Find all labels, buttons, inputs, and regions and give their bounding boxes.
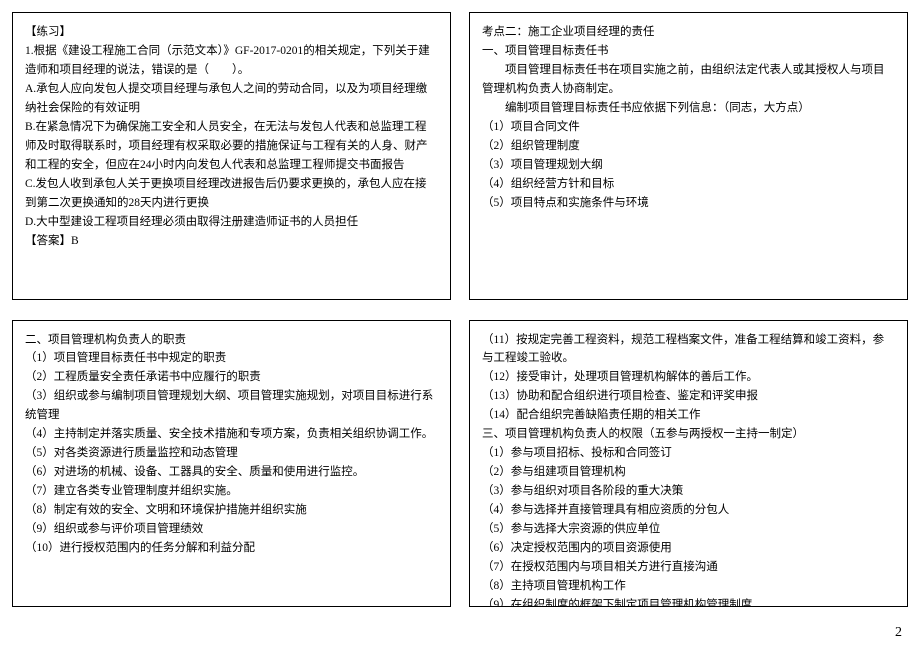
text-line: 二、项目管理机构负责人的职责 xyxy=(25,331,438,350)
text-line: 三、项目管理机构负责人的权限（五参与两授权一主持一制定） xyxy=(482,425,895,444)
text-line: （6）对进场的机械、设备、工器具的安全、质量和使用进行监控。 xyxy=(25,463,438,482)
document-grid: 【练习】 1.根据《建设工程施工合同（示范文本）》GF-2017-0201的相关… xyxy=(12,12,908,607)
text-line: （5）对各类资源进行质量监控和动态管理 xyxy=(25,444,438,463)
text-line: （4）组织经营方针和目标 xyxy=(482,175,895,194)
text-line: C.发包人收到承包人关于更换项目经理改进报告后仍要求更换的，承包人应在接到第二次… xyxy=(25,175,438,213)
text-line: A.承包人应向发包人提交项目经理与承包人之间的劳动合同，以及为项目经理缴纳社会保… xyxy=(25,80,438,118)
text-line: （12）接受审计，处理项目管理机构解体的善后工作。 xyxy=(482,368,895,387)
text-line: 【练习】 xyxy=(25,23,438,42)
text-line: （3）组织或参与编制项目管理规划大纲、项目管理实施规划，对项目目标进行系统管理 xyxy=(25,387,438,425)
panel-top-right: 考点二：施工企业项目经理的责任 一、项目管理目标责任书 项目管理目标责任书在项目… xyxy=(469,12,908,300)
text-line: （8）主持项目管理机构工作 xyxy=(482,577,895,596)
text-line: （6）决定授权范围内的项目资源使用 xyxy=(482,539,895,558)
text-line: （2）参与组建项目管理机构 xyxy=(482,463,895,482)
text-line: D.大中型建设工程项目经理必须由取得注册建造师证书的人员担任 xyxy=(25,213,438,232)
text-line: （2）工程质量安全责任承诺书中应履行的职责 xyxy=(25,368,438,387)
text-line: （9）组织或参与评价项目管理绩效 xyxy=(25,520,438,539)
text-line: （1）参与项目招标、投标和合同签订 xyxy=(482,444,895,463)
text-line: 编制项目管理目标责任书应依据下列信息：（同志，大方点） xyxy=(482,99,895,118)
panel-bottom-right: （11）按规定完善工程资料，规范工程档案文件，准备工程结算和竣工资料，参与工程竣… xyxy=(469,320,908,608)
text-line: （11）按规定完善工程资料，规范工程档案文件，准备工程结算和竣工资料，参与工程竣… xyxy=(482,331,895,369)
text-line: （7）在授权范围内与项目相关方进行直接沟通 xyxy=(482,558,895,577)
text-line: （14）配合组织完善缺陷责任期的相关工作 xyxy=(482,406,895,425)
text-line: （9）在组织制度的框架下制定项目管理机构管理制度 xyxy=(482,596,895,607)
panel-top-left: 【练习】 1.根据《建设工程施工合同（示范文本）》GF-2017-0201的相关… xyxy=(12,12,451,300)
text-line: （5）项目特点和实施条件与环境 xyxy=(482,194,895,213)
text-line: （4）参与选择并直接管理具有相应资质的分包人 xyxy=(482,501,895,520)
text-line: （13）协助和配合组织进行项目检查、鉴定和评奖申报 xyxy=(482,387,895,406)
text-line: 1.根据《建设工程施工合同（示范文本）》GF-2017-0201的相关规定，下列… xyxy=(25,42,438,80)
text-line: 一、项目管理目标责任书 xyxy=(482,42,895,61)
panel-bottom-left: 二、项目管理机构负责人的职责 （1）项目管理目标责任书中规定的职责 （2）工程质… xyxy=(12,320,451,608)
text-line: B.在紧急情况下为确保施工安全和人员安全，在无法与发包人代表和总监理工程师及时取… xyxy=(25,118,438,175)
page-number: 2 xyxy=(895,625,902,641)
text-line: （1）项目合同文件 xyxy=(482,118,895,137)
text-line: （4）主持制定并落实质量、安全技术措施和专项方案，负责相关组织协调工作。 xyxy=(25,425,438,444)
text-line: （3）参与组织对项目各阶段的重大决策 xyxy=(482,482,895,501)
text-line: （5）参与选择大宗资源的供应单位 xyxy=(482,520,895,539)
text-line: （1）项目管理目标责任书中规定的职责 xyxy=(25,349,438,368)
text-line: （2）组织管理制度 xyxy=(482,137,895,156)
text-line: 项目管理目标责任书在项目实施之前，由组织法定代表人或其授权人与项目管理机构负责人… xyxy=(482,61,895,99)
text-line: （7）建立各类专业管理制度并组织实施。 xyxy=(25,482,438,501)
text-line: 【答案】B xyxy=(25,232,438,251)
text-line: （3）项目管理规划大纲 xyxy=(482,156,895,175)
text-line: （10）进行授权范围内的任务分解和利益分配 xyxy=(25,539,438,558)
text-line: 考点二：施工企业项目经理的责任 xyxy=(482,23,895,42)
text-line: （8）制定有效的安全、文明和环境保护措施并组织实施 xyxy=(25,501,438,520)
